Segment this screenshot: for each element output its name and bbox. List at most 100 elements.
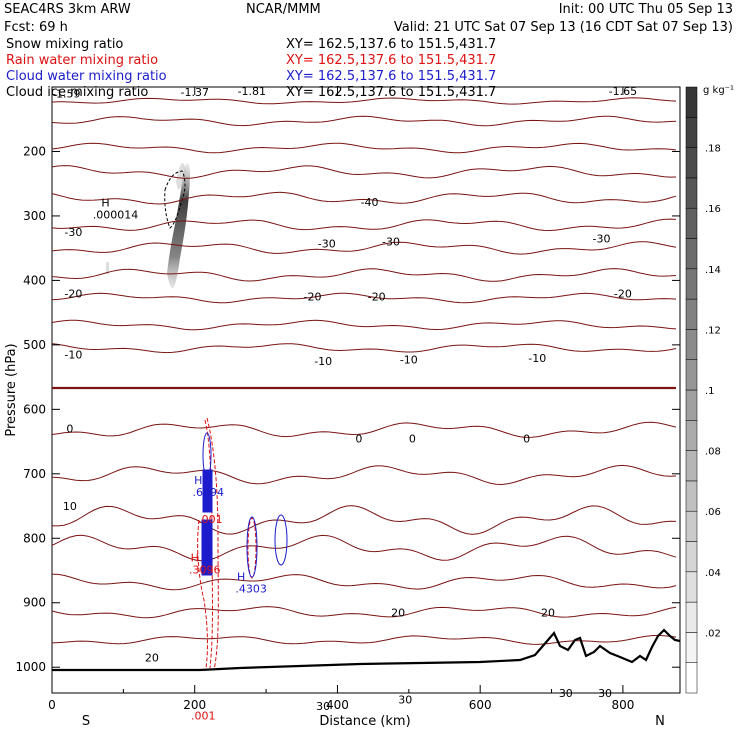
y-tick-label: 200 xyxy=(23,144,46,158)
field-label: Cloud ice mixing ratio xyxy=(6,85,148,100)
isotherm-label: 20 xyxy=(391,606,405,619)
y-tick-label: 700 xyxy=(23,467,46,481)
isotherm-label: 0 xyxy=(523,432,530,445)
isotherm-line xyxy=(52,421,677,438)
colorbar-segment xyxy=(685,329,698,360)
colorbar-segment xyxy=(685,662,698,694)
isotherm-label: 10 xyxy=(63,500,77,513)
isotherm-label: 20 xyxy=(145,652,159,665)
colorbar-segment xyxy=(685,207,698,239)
isotherm-label: -1.81 xyxy=(238,85,266,98)
y-tick-label: 800 xyxy=(23,531,46,545)
south-label: S xyxy=(82,714,90,729)
isotherm-line xyxy=(52,606,677,619)
cloud-water-core-lower xyxy=(201,519,213,576)
x-tick-label: 600 xyxy=(469,698,492,712)
isotherm-label: -20 xyxy=(614,287,632,300)
colorbar-unit: g kg⁻¹ xyxy=(703,85,734,96)
colorbar-segment xyxy=(685,389,698,421)
x-tick-label: 0 xyxy=(48,698,56,712)
isotherm-line xyxy=(52,142,677,154)
section-coordinates: XY= 162.5,137.6 to 151.5,431.7 xyxy=(286,37,496,52)
isotherm-label: 30 xyxy=(398,693,412,706)
isotherm-line xyxy=(52,534,677,562)
isotherm-label: -20 xyxy=(368,291,386,304)
isotherm-label: -10 xyxy=(314,355,332,368)
isotherm-label: -10 xyxy=(400,354,418,367)
isotherm-label: -30 xyxy=(64,226,82,239)
x-axis-title: Distance (km) xyxy=(319,714,410,729)
colorbar-tick-label: .18 xyxy=(705,144,721,155)
y-tick-label: 300 xyxy=(23,209,46,223)
isotherm-line xyxy=(52,165,677,179)
colorbar-segment xyxy=(685,147,698,179)
model-name: SEAC4RS 3km ARW xyxy=(4,2,131,17)
section-coordinates: XY= 162.5,137.6 to 151.5,431.7 xyxy=(286,85,496,100)
init-time: Init: 00 UTC Thu 05 Sep 13 xyxy=(559,2,733,17)
isotherm-label-group: -1.59 -1.37 -1.81 -1.65-40-30-30 -30 -30-20 -2… xyxy=(52,85,637,723)
isotherm-line xyxy=(52,292,677,304)
colorbar-segment xyxy=(685,117,698,148)
x-tick-label: 200 xyxy=(183,698,206,712)
colorbar-segment xyxy=(685,177,698,209)
forecast-hour: Fcst: 69 h xyxy=(4,20,68,35)
y-axis-title: Pressure (hPa) xyxy=(4,343,19,436)
isotherm-line xyxy=(52,505,677,535)
colorbar-segment xyxy=(685,632,698,663)
isotherm-label: -1.59 xyxy=(52,87,80,100)
colorbar: .02 .04 .06 .08 .1 .12 .14 .16 .18 xyxy=(685,86,721,694)
extremum-value: .3096 xyxy=(189,563,221,576)
isotherm-line xyxy=(52,241,677,255)
extremum-value: .4303 xyxy=(235,583,267,596)
isotherm-line xyxy=(52,573,677,591)
north-label: N xyxy=(655,714,665,729)
institution-label: NCAR/MMM xyxy=(246,2,321,17)
cloud-ice-speck xyxy=(106,262,109,274)
isotherm-label: 20 xyxy=(541,606,555,619)
colorbar-tick-label: .14 xyxy=(705,265,721,276)
y-tick-label: 400 xyxy=(23,273,46,287)
section-coordinates: XY= 162.5,137.6 to 151.5,431.7 xyxy=(286,69,496,84)
extremum-marker: H xyxy=(101,197,109,210)
extremum-value: .6594 xyxy=(193,486,225,499)
figure-header: SEAC4RS 3km ARW NCAR/MMM Init: 00 UTC Th… xyxy=(4,2,733,35)
y-tick-label: 600 xyxy=(23,402,46,416)
colorbar-segment xyxy=(685,298,698,330)
colorbar-segment xyxy=(685,510,698,542)
colorbar-tick-label: .1 xyxy=(705,386,715,397)
valid-time: Valid: 21 UTC Sat 07 Sep 13 (16 CDT Sat … xyxy=(394,20,733,35)
colorbar-segment xyxy=(685,450,698,482)
cloud-water-core-upper xyxy=(202,469,213,513)
cloud-water-contours xyxy=(201,432,288,578)
colorbar-segment xyxy=(685,420,698,451)
isotherm-line xyxy=(52,191,677,205)
isotherm-label: 0 xyxy=(355,432,362,445)
section-coordinates: XY= 162.5,137.6 to 151.5,431.7 xyxy=(286,53,496,68)
extremum-value: .000014 xyxy=(93,209,139,222)
colorbar-segment xyxy=(685,238,698,270)
x-tick-label: 400 xyxy=(326,698,349,712)
isotherm-contours xyxy=(52,97,677,645)
y-tick-label: 900 xyxy=(23,596,46,610)
colorbar-segment xyxy=(685,359,698,391)
y-tick-label: 1000 xyxy=(15,660,46,674)
field-label: Snow mixing ratio xyxy=(6,37,123,52)
isotherm-label: -30 xyxy=(318,238,336,251)
isotherm-line xyxy=(52,343,677,354)
contour-value-label: .001 xyxy=(191,710,216,723)
isotherm-label: 30 xyxy=(598,687,612,700)
isotherm-line xyxy=(52,319,677,331)
colorbar-tick-label: .08 xyxy=(705,447,721,458)
terrain-surface xyxy=(52,628,680,672)
colorbar-segment xyxy=(685,480,698,512)
cloud-ice-shading-faint xyxy=(176,163,186,190)
extremum-marker: H xyxy=(237,571,245,584)
colorbar-segment xyxy=(685,268,698,300)
isotherm-label: -30 xyxy=(593,233,611,246)
colorbar-tick-label: .12 xyxy=(705,325,721,336)
isotherm-line xyxy=(52,218,677,232)
colorbar-segment xyxy=(685,541,698,573)
isotherm-label: 30 xyxy=(559,687,573,700)
